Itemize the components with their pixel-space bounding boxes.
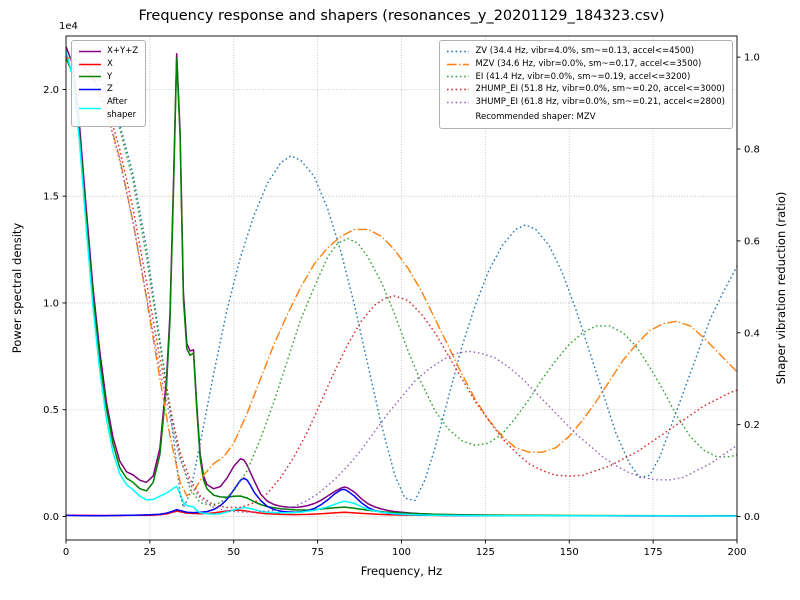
y-left-tick-label: 2.0: [43, 85, 59, 96]
series-after-shaper: [66, 50, 737, 517]
x-tick-label: 25: [144, 547, 157, 558]
x-tick-label: 75: [311, 547, 324, 558]
legend-line-swatch: [79, 88, 101, 91]
legend-label: EI (41.4 Hz, vibr=0.0%, sm~=0.19, accel<…: [475, 71, 691, 82]
legend-line-swatch: [447, 63, 470, 65]
y-right-tick-label: 1.0: [744, 53, 760, 64]
legend-line-swatch: [447, 50, 470, 53]
legend-label: 3HUMP_EI (61.8 Hz, vibr=0.0%, sm~=0.21, …: [475, 97, 725, 107]
legend-entry-after-shaper: After shaper: [78, 96, 138, 122]
x-tick-label: 100: [392, 547, 411, 558]
series-y: [66, 57, 737, 517]
y-left-tick-label: 0.0: [43, 512, 59, 523]
series-2hump-ei: [66, 56, 737, 509]
legend-label: Z: [107, 84, 113, 95]
x-axis-label: Frequency, Hz: [360, 564, 443, 578]
legend-entry-ei: EI (41.4 Hz, vibr=0.0%, sm~=0.19, accel<…: [446, 71, 725, 84]
legend-entry-mzv: MZV (34.6 Hz, vibr=0.0%, sm~=0.17, accel…: [446, 58, 725, 71]
legend-entry-z: Z: [78, 83, 138, 96]
legend-label: 2HUMP_EI (51.8 Hz, vibr=0.0%, sm~=0.20, …: [475, 84, 725, 95]
legend-entry-2hump-ei: 2HUMP_EI (51.8 Hz, vibr=0.0%, sm~=0.20, …: [446, 83, 725, 96]
legend-entry-y: Y: [78, 71, 138, 84]
recommended-shaper-note: Recommended shaper: MZV: [475, 111, 596, 122]
series-ei: [66, 56, 737, 506]
legend-line-swatch: [447, 76, 470, 78]
legend-label: X+Y+Z: [107, 46, 139, 56]
legend-psd: X+Y+Z X Y Z After shaper: [71, 40, 147, 127]
legend-label: ZV (34.4 Hz, vibr=4.0%, sm~=0.13, accel<…: [475, 46, 695, 56]
x-tick-label: 200: [727, 547, 746, 558]
x-tick-label: 125: [476, 547, 495, 558]
legend-label: X: [107, 58, 113, 69]
legend-entry-x: X: [78, 58, 138, 71]
series-mzv: [66, 56, 737, 497]
legend-line-swatch: [79, 76, 101, 78]
y-left-tick-label: 1.0: [43, 298, 59, 309]
series-zv: [66, 56, 737, 510]
x-tick-label: 50: [227, 547, 240, 558]
series-3hump-ei: [66, 56, 737, 513]
series-group: [66, 46, 737, 517]
legend-label: After shaper: [107, 97, 137, 120]
x-tick-label: 175: [644, 547, 663, 558]
legend-line-swatch: [79, 63, 101, 65]
y-right-tick-label: 0.8: [744, 145, 760, 156]
legend-line-swatch: [79, 50, 101, 53]
legend-shapers: ZV (34.4 Hz, vibr=4.0%, sm~=0.13, accel<…: [439, 40, 733, 129]
legend-shaper-entries: ZV (34.4 Hz, vibr=4.0%, sm~=0.13, accel<…: [446, 45, 725, 109]
x-tick-label: 150: [560, 547, 579, 558]
y-left-tick-label: 0.5: [43, 405, 59, 416]
legend-line-swatch: [447, 101, 470, 104]
x-tick-label: 0: [63, 547, 69, 558]
y-right-tick-label: 0.2: [744, 420, 760, 431]
legend-line-swatch: [79, 107, 101, 110]
legend-label: MZV (34.6 Hz, vibr=0.0%, sm~=0.17, accel…: [475, 58, 702, 69]
y-axis-offset-text: 1e4: [59, 21, 78, 32]
tick-labels: 0 25 50 75 100 125 150 175 200 0.0 0.5 1.0 1.5 2.0 0.0…: [43, 53, 760, 558]
series-z: [66, 477, 737, 517]
y-right-tick-label: 0.0: [744, 512, 760, 523]
legend-label: Y: [107, 71, 113, 82]
legend-entry-x-y-z: X+Y+Z: [78, 45, 138, 58]
legend-entry-3hump-ei: 3HUMP_EI (61.8 Hz, vibr=0.0%, sm~=0.21, …: [446, 96, 725, 109]
legend-entry-zv: ZV (34.4 Hz, vibr=4.0%, sm~=0.13, accel<…: [446, 45, 725, 58]
legend-line-swatch: [447, 88, 470, 91]
y-right-tick-label: 0.6: [744, 236, 760, 247]
y-right-tick-label: 0.4: [744, 328, 760, 339]
y-left-tick-label: 1.5: [43, 192, 59, 203]
chart-title: Frequency response and shapers (resonanc…: [138, 8, 665, 24]
